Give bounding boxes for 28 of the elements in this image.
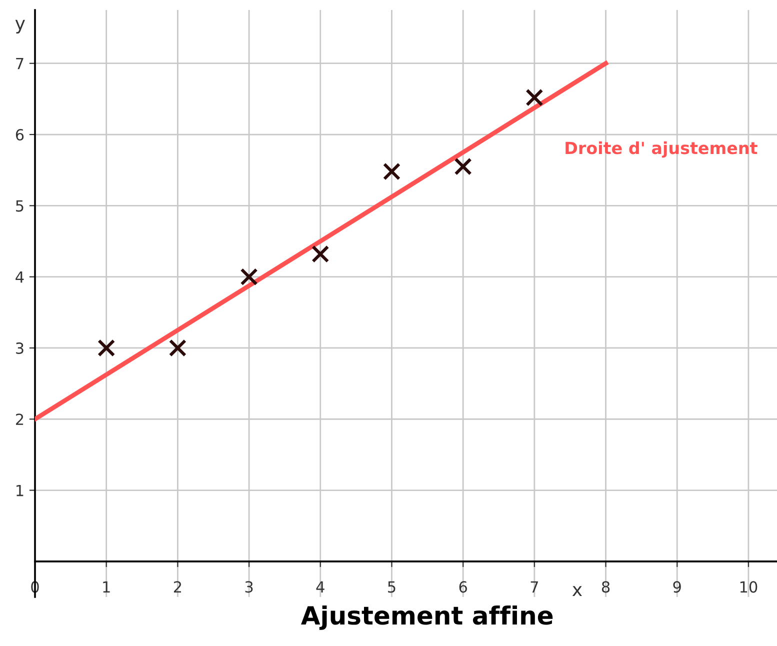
x-tick-label: 9: [673, 581, 681, 593]
point: [240, 268, 258, 286]
x-tick-label: 4: [316, 581, 324, 592]
x-tick-label: 3: [245, 581, 253, 593]
text: Droite d' ajustement: [566, 141, 758, 158]
point: [454, 158, 472, 176]
y-tick-label: 1: [16, 484, 24, 496]
y-tick-label: 2: [16, 414, 24, 425]
x-tick-label: 7: [530, 581, 538, 592]
y-tick-label: 3: [16, 342, 24, 354]
y-tick-label: 5: [16, 200, 24, 212]
point: [98, 339, 116, 357]
x-tick-label: 2: [174, 581, 182, 592]
point: [382, 162, 401, 180]
point: [526, 88, 544, 106]
text: Ajustement affine: [301, 605, 553, 630]
x-tick-label: 1: [103, 581, 110, 592]
point: [168, 339, 187, 357]
x-tick-label: 6: [459, 581, 467, 593]
y-tick-label: 6: [16, 128, 24, 141]
point: [312, 245, 330, 263]
y-axis-title: y: [15, 20, 25, 34]
x-axis-title: x: [572, 586, 582, 596]
x-tick-label: 8: [602, 581, 610, 593]
x-tick-label: 10: [740, 581, 758, 593]
x-tick-label: 5: [388, 581, 396, 593]
y-tick-label: 4: [16, 271, 24, 283]
y-tick-label: 7: [16, 58, 24, 70]
